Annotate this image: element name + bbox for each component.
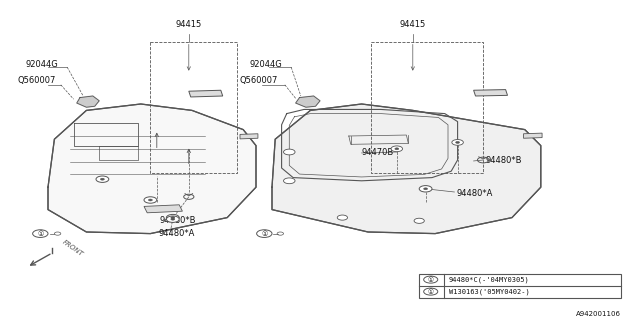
Circle shape — [171, 217, 175, 219]
Text: 94415: 94415 — [399, 20, 426, 29]
Text: 94480*B: 94480*B — [160, 216, 196, 225]
Circle shape — [96, 176, 109, 182]
Text: ①: ① — [261, 231, 268, 236]
Polygon shape — [189, 90, 223, 97]
Circle shape — [148, 199, 152, 201]
Circle shape — [144, 197, 157, 203]
Circle shape — [424, 188, 428, 190]
Circle shape — [171, 218, 175, 220]
Text: 92044G: 92044G — [250, 60, 282, 68]
Circle shape — [100, 178, 104, 180]
Text: W130163('05MY0402-): W130163('05MY0402-) — [449, 288, 529, 295]
Circle shape — [414, 218, 424, 223]
Text: 94480*C(-'04MY0305): 94480*C(-'04MY0305) — [449, 276, 529, 283]
Polygon shape — [272, 104, 541, 234]
Text: 92044G: 92044G — [26, 60, 58, 68]
Text: ①: ① — [37, 231, 44, 236]
Polygon shape — [144, 205, 182, 213]
Text: 94480*B: 94480*B — [485, 156, 522, 165]
Circle shape — [284, 178, 295, 184]
Text: 94480*A: 94480*A — [159, 229, 195, 238]
Circle shape — [419, 186, 432, 192]
Text: ①: ① — [428, 289, 434, 295]
Polygon shape — [240, 134, 258, 139]
Circle shape — [395, 148, 399, 150]
Circle shape — [391, 146, 403, 152]
Text: Q560007: Q560007 — [240, 76, 278, 85]
Circle shape — [166, 214, 179, 221]
Circle shape — [452, 140, 463, 145]
Text: FRONT: FRONT — [61, 239, 84, 257]
Circle shape — [284, 149, 295, 155]
Text: 94415: 94415 — [175, 20, 202, 29]
Polygon shape — [296, 96, 320, 107]
Polygon shape — [77, 96, 99, 107]
Text: Q560007: Q560007 — [18, 76, 56, 85]
Bar — [419, 274, 621, 298]
Circle shape — [166, 216, 179, 222]
Text: A942001106: A942001106 — [576, 311, 621, 317]
Text: 94480*A: 94480*A — [456, 189, 493, 198]
Circle shape — [456, 141, 460, 143]
Text: ①: ① — [428, 276, 434, 283]
Polygon shape — [524, 133, 542, 138]
Circle shape — [337, 215, 348, 220]
Polygon shape — [48, 104, 256, 234]
Text: 94470B: 94470B — [362, 148, 394, 157]
Polygon shape — [474, 90, 508, 96]
